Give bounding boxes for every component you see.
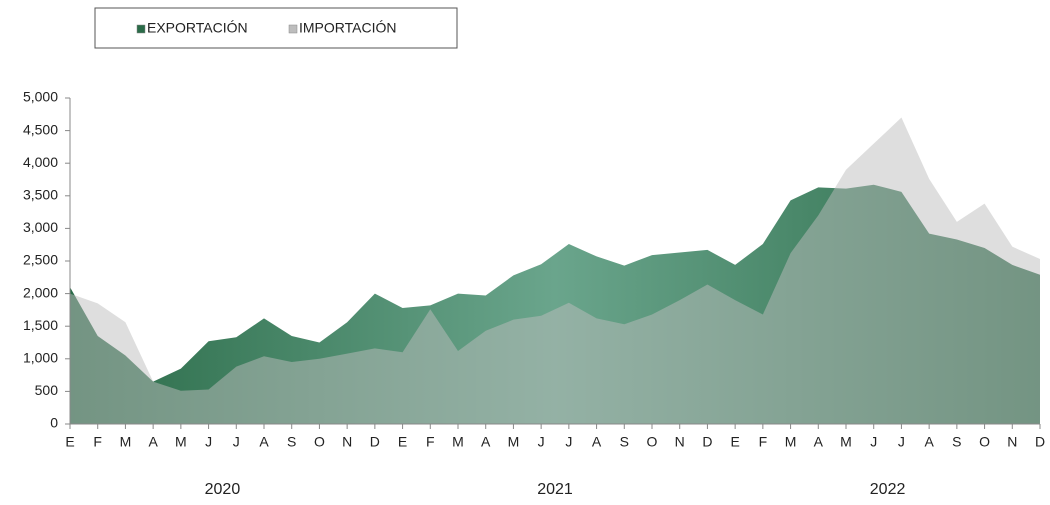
x-tick-label: J bbox=[565, 434, 572, 450]
x-tick-label: E bbox=[730, 434, 739, 450]
legend-label: EXPORTACIÓN bbox=[147, 20, 248, 36]
x-tick-label: M bbox=[508, 434, 520, 450]
y-tick-label: 2,000 bbox=[23, 284, 58, 300]
year-label: 2022 bbox=[870, 481, 906, 498]
year-label: 2021 bbox=[537, 481, 573, 498]
y-tick-label: 2,500 bbox=[23, 252, 58, 268]
x-tick-label: N bbox=[342, 434, 352, 450]
x-tick-label: D bbox=[1035, 434, 1045, 450]
x-tick-label: M bbox=[785, 434, 797, 450]
x-tick-label: M bbox=[120, 434, 132, 450]
year-label: 2020 bbox=[205, 481, 241, 498]
x-tick-label: A bbox=[148, 434, 158, 450]
x-tick-label: E bbox=[65, 434, 74, 450]
x-tick-label: D bbox=[370, 434, 380, 450]
legend-marker bbox=[288, 24, 298, 34]
x-tick-label: S bbox=[620, 434, 629, 450]
x-tick-label: A bbox=[814, 434, 824, 450]
x-tick-label: N bbox=[1007, 434, 1017, 450]
x-tick-label: M bbox=[175, 434, 187, 450]
x-tick-label: N bbox=[675, 434, 685, 450]
y-tick-label: 4,000 bbox=[23, 154, 58, 170]
y-tick-label: 5,000 bbox=[23, 89, 58, 105]
y-tick-label: 4,500 bbox=[23, 121, 58, 137]
y-tick-label: 3,000 bbox=[23, 219, 58, 235]
x-tick-label: S bbox=[952, 434, 961, 450]
x-tick-label: J bbox=[233, 434, 240, 450]
x-tick-label: J bbox=[205, 434, 212, 450]
legend-label: IMPORTACIÓN bbox=[299, 20, 397, 36]
x-tick-label: J bbox=[538, 434, 545, 450]
legend-marker bbox=[136, 24, 146, 34]
x-tick-label: O bbox=[647, 434, 658, 450]
y-tick-label: 1,000 bbox=[23, 350, 58, 366]
y-tick-label: 0 bbox=[50, 415, 58, 431]
x-tick-label: S bbox=[287, 434, 296, 450]
x-tick-label: D bbox=[702, 434, 712, 450]
x-tick-label: E bbox=[398, 434, 407, 450]
x-tick-label: M bbox=[452, 434, 464, 450]
area bbox=[70, 117, 1040, 424]
x-tick-label: J bbox=[870, 434, 877, 450]
x-tick-label: O bbox=[314, 434, 325, 450]
x-tick-label: F bbox=[426, 434, 435, 450]
x-tick-label: O bbox=[979, 434, 990, 450]
x-tick-label: F bbox=[759, 434, 768, 450]
x-tick-label: A bbox=[592, 434, 602, 450]
legend-box bbox=[94, 7, 458, 49]
y-tick-label: 500 bbox=[35, 382, 59, 398]
x-tick-label: A bbox=[924, 434, 934, 450]
x-tick-label: F bbox=[93, 434, 102, 450]
x-tick-label: A bbox=[481, 434, 491, 450]
x-tick-label: M bbox=[840, 434, 852, 450]
x-tick-label: J bbox=[898, 434, 905, 450]
y-tick-label: 1,500 bbox=[23, 317, 58, 333]
y-tick-label: 3,500 bbox=[23, 187, 58, 203]
x-tick-label: A bbox=[259, 434, 269, 450]
